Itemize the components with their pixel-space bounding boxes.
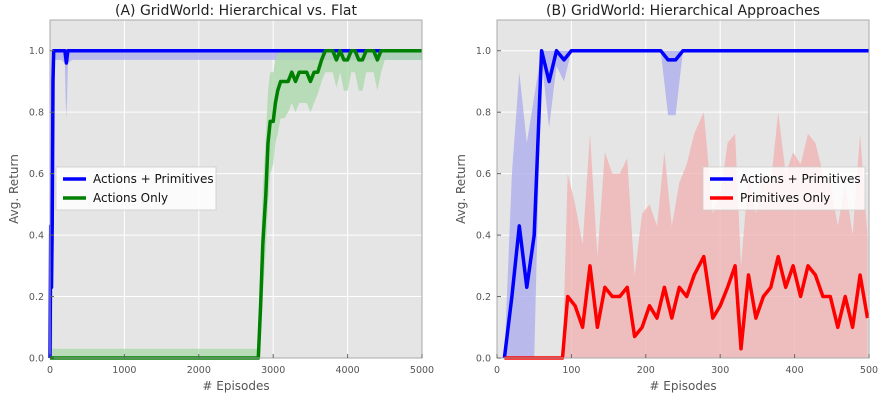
- x-tick-label: 300: [711, 365, 729, 376]
- x-tick-label: 4000: [336, 365, 360, 376]
- series-lines: [502, 48, 870, 360]
- x-tick-label: 100: [562, 365, 580, 376]
- y-tick-label: 0.6: [29, 169, 44, 180]
- legend: Actions + Primitives Primitives Only: [702, 166, 866, 211]
- x-tick-label: 1000: [112, 365, 136, 376]
- y-axis-label: Avg. Return: [454, 154, 468, 224]
- y-tick-label: 0.8: [29, 108, 44, 119]
- legend-box: [702, 166, 866, 211]
- y-tick-label: 0.2: [476, 292, 491, 303]
- y-tick-label: 0.2: [29, 292, 44, 303]
- panel-b: 0 100 200 300 400 500 0.0 0.2 0.4 0.6 0.8 1.0 (B) …: [454, 3, 878, 393]
- y-tick-label: 1.0: [476, 46, 491, 57]
- x-axis-label: # Episodes: [649, 379, 716, 393]
- y-axis-label: Avg. Return: [7, 154, 21, 224]
- chart-title: (A) GridWorld: Hierarchical vs. Flat: [115, 3, 358, 19]
- legend: Actions + Primitives Actions Only: [55, 166, 217, 211]
- legend-box: [55, 166, 217, 211]
- series-line-primitives-only: [504, 254, 870, 360]
- y-tick-label: 1.0: [29, 46, 44, 57]
- x-tick-label: 400: [786, 365, 804, 376]
- legend-label-actions-primitives: Actions + Primitives: [740, 172, 861, 186]
- series-line-actions-only: [50, 48, 422, 360]
- y-tick-label: 0.4: [29, 231, 44, 242]
- x-tick-label: 2000: [187, 365, 211, 376]
- x-tick-label: 0: [47, 365, 53, 376]
- y-ticks: 0.0 0.2 0.4 0.6 0.8 1.0: [476, 46, 501, 365]
- plot-frame: [49, 19, 423, 359]
- series-line-actions-primitives: [502, 48, 869, 359]
- y-tick-label: 0.0: [476, 354, 491, 365]
- plot-frame: [496, 19, 870, 359]
- legend-label-actions-primitives: Actions + Primitives: [93, 172, 214, 186]
- x-ticks: 0 100 200 300 400 500: [494, 354, 878, 376]
- x-tick-label: 3000: [261, 365, 285, 376]
- x-tick-label: 0: [494, 365, 500, 376]
- x-tick-label: 5000: [410, 365, 434, 376]
- y-tick-label: 0.8: [476, 108, 491, 119]
- x-tick-label: 200: [637, 365, 655, 376]
- y-ticks: 0.0 0.2 0.4 0.6 0.8 1.0: [29, 46, 54, 365]
- x-axis-label: # Episodes: [202, 379, 269, 393]
- x-ticks: 0 1000 2000 3000 4000 5000: [47, 354, 434, 376]
- chart-title: (B) GridWorld: Hierarchical Approaches: [546, 3, 820, 19]
- series-line-actions-primitives: [48, 48, 422, 359]
- y-tick-label: 0.6: [476, 169, 491, 180]
- y-tick-label: 0.4: [476, 231, 491, 242]
- legend-label-actions-only: Actions Only: [93, 191, 168, 205]
- y-tick-label: 0.0: [29, 354, 44, 365]
- legend-label-primitives-only: Primitives Only: [740, 191, 830, 205]
- series-lines: [48, 48, 422, 360]
- x-tick-label: 500: [860, 365, 878, 376]
- panel-a: 0 1000 2000 3000 4000 5000 0.0 0.2 0.4 0.6 0.8 1.0…: [7, 3, 434, 393]
